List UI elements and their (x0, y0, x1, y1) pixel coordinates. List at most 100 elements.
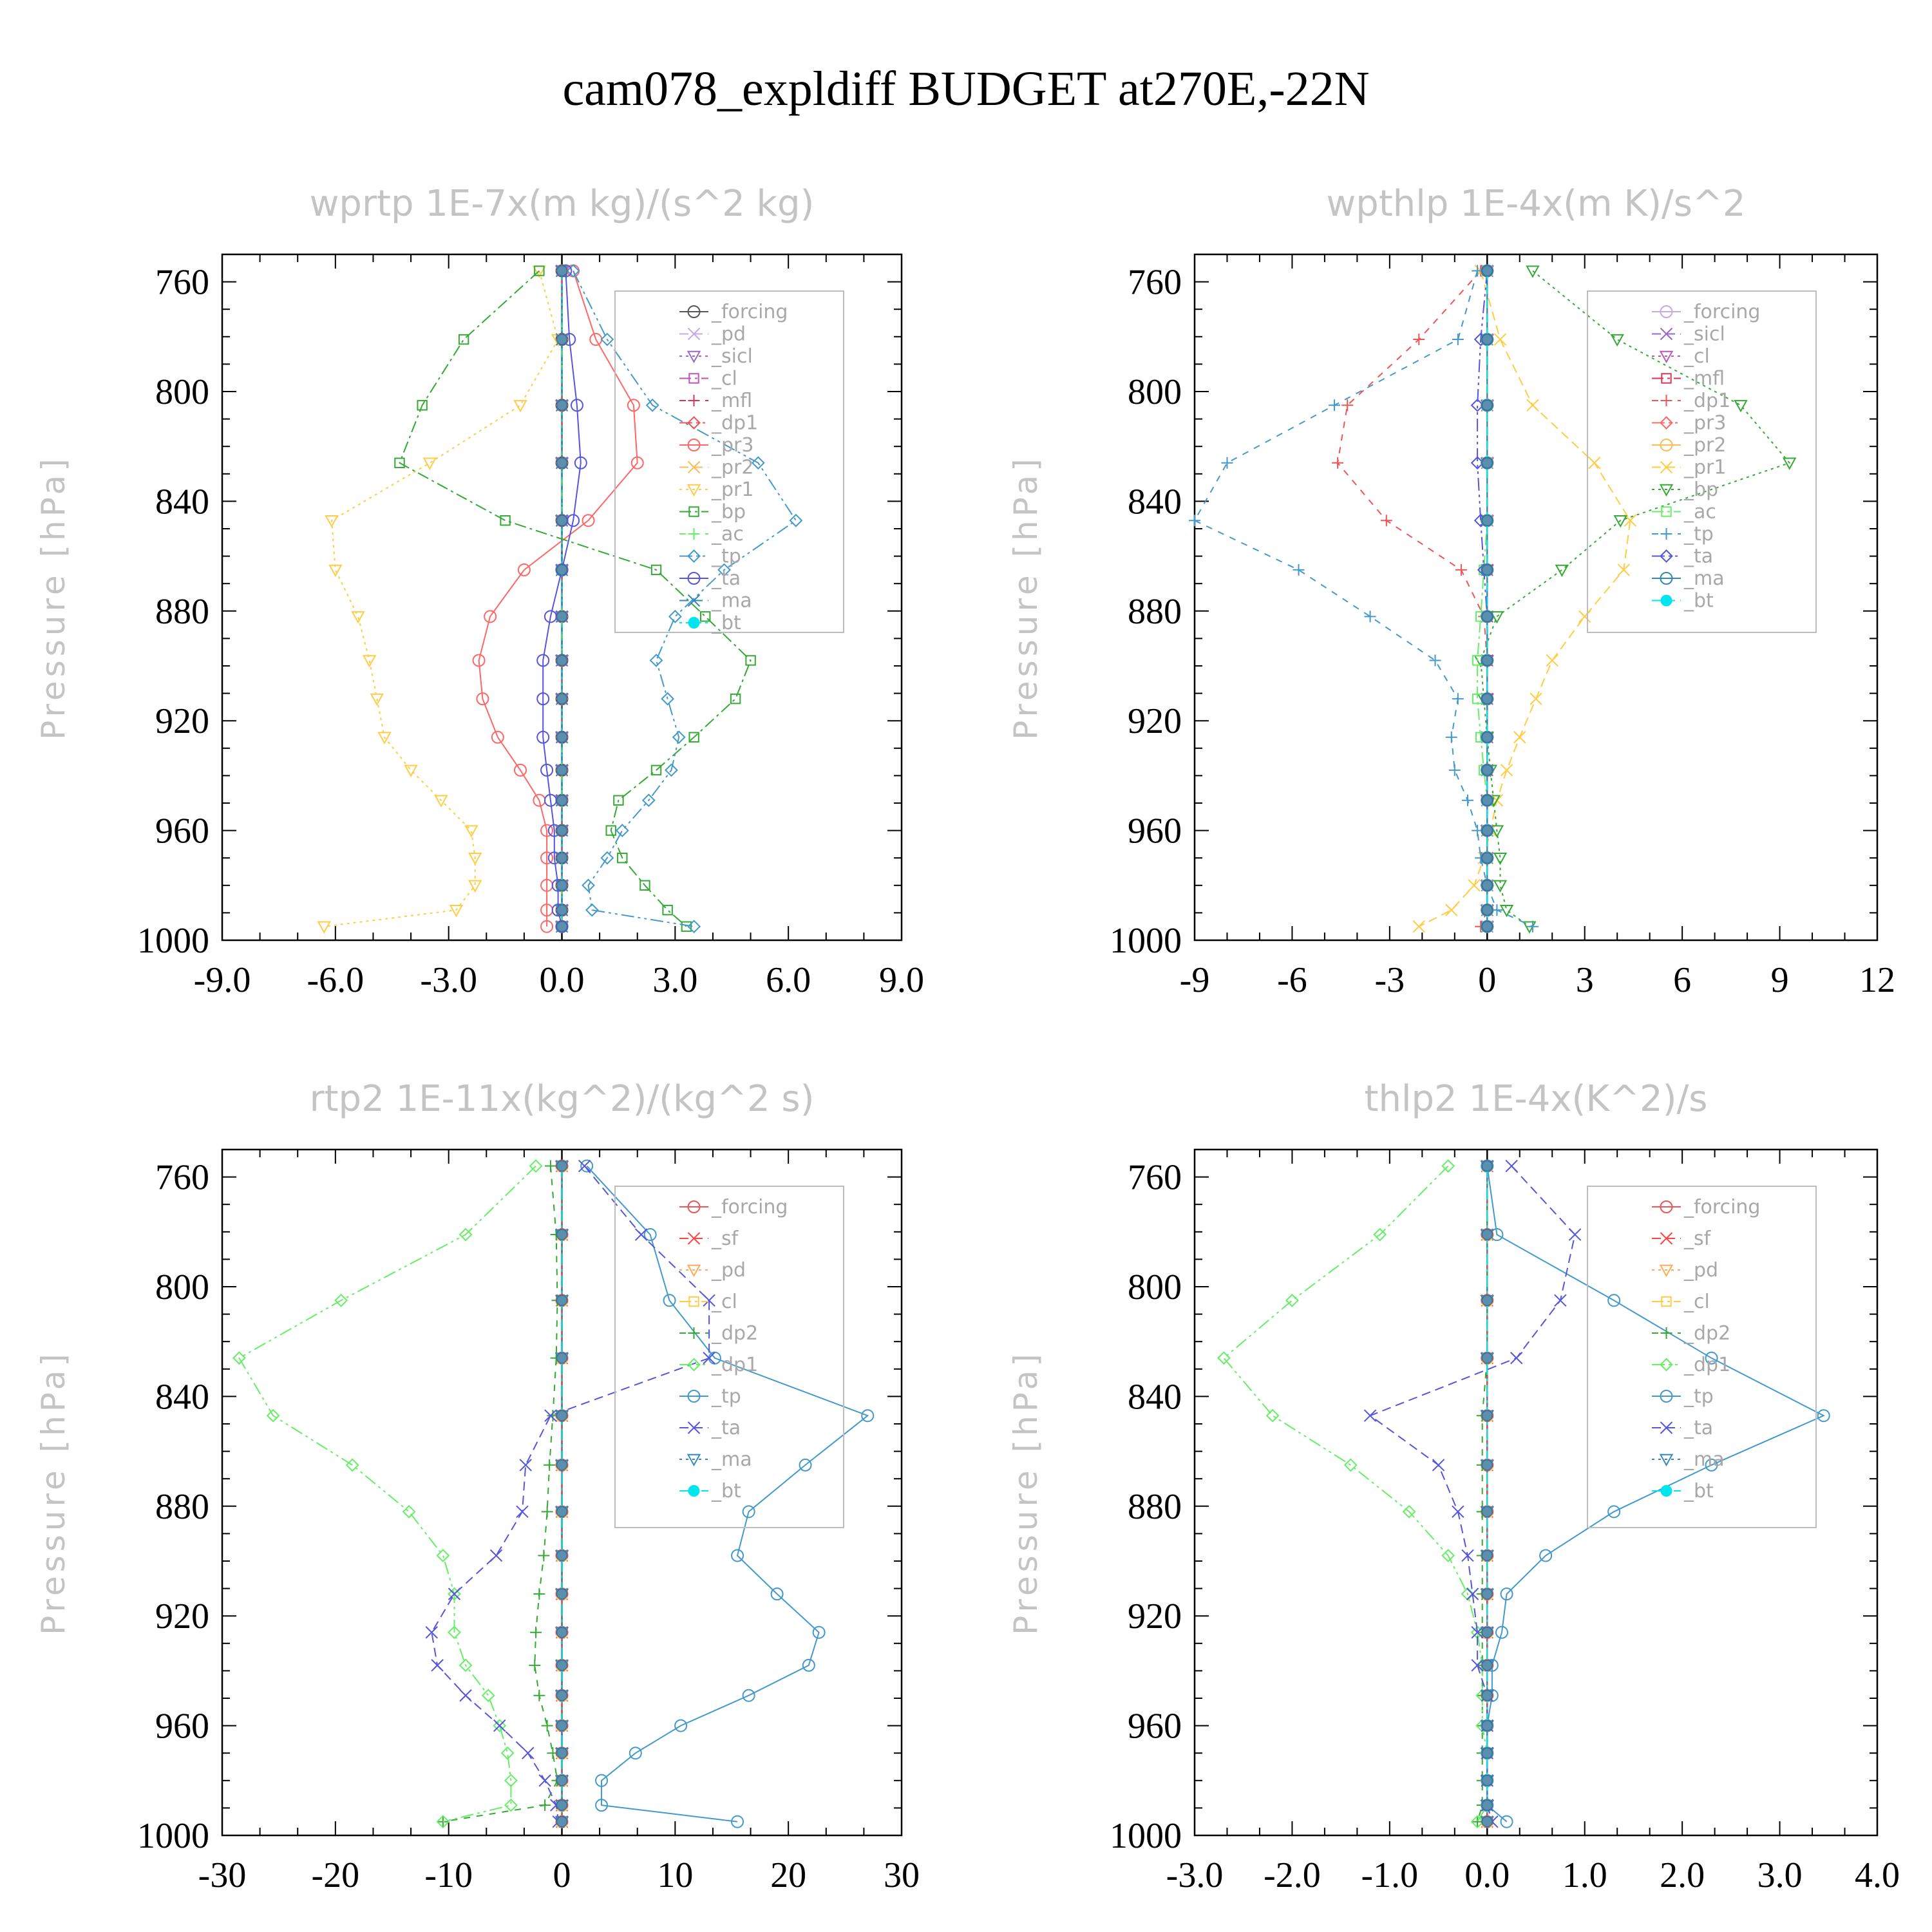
panel-title: thlp2 1E-4x(K^2)/s (1365, 1078, 1708, 1120)
legend-label: _pr2 (1683, 434, 1726, 457)
data-point (459, 1689, 472, 1702)
legend-box (1587, 290, 1817, 633)
data-point (556, 732, 568, 743)
data-point (1481, 1410, 1493, 1421)
x-tick-label: -3 (1375, 960, 1405, 1000)
data-point (1481, 1775, 1493, 1786)
data-point (491, 730, 504, 744)
legend-marker (688, 1327, 700, 1339)
data-point (425, 1626, 438, 1639)
data-point (1705, 1351, 1718, 1365)
data-point (540, 824, 554, 837)
data-point (556, 824, 568, 837)
data-point (1363, 1409, 1377, 1422)
legend-box (614, 1186, 844, 1528)
data-point (688, 732, 699, 743)
data-point (1481, 1459, 1493, 1471)
data-point (476, 692, 489, 706)
data-point (799, 1458, 812, 1472)
y-axis-label: Pressure [hPa] (35, 1350, 72, 1635)
y-tick-label: 1000 (137, 1816, 209, 1856)
data-point (1481, 1549, 1493, 1562)
series-line (573, 270, 797, 927)
data-point (802, 1658, 815, 1672)
data-point (585, 903, 599, 917)
series-line (542, 270, 582, 927)
panel-title: wpthlp 1E-4x(m K)/s^2 (1326, 183, 1745, 225)
data-point (1530, 692, 1542, 705)
data-point (1470, 1815, 1484, 1829)
legend-box (614, 290, 844, 633)
data-point (556, 654, 568, 667)
data-point (1481, 1719, 1493, 1732)
data-point (1481, 904, 1493, 916)
legend-marker (687, 1264, 701, 1278)
series-tp (566, 264, 803, 934)
data-point (1468, 879, 1481, 892)
legend-marker (1659, 350, 1674, 364)
y-tick-label: 800 (1128, 1267, 1182, 1307)
legend-marker (687, 1390, 701, 1403)
legend-marker (1660, 305, 1673, 318)
legend-marker (687, 572, 701, 585)
series-line (1486, 1166, 1826, 1823)
data-point (1505, 1159, 1518, 1173)
data-point (1510, 1352, 1523, 1365)
y-tick-label: 960 (1128, 1707, 1182, 1747)
y-axis-label: Pressure [hPa] (1007, 455, 1045, 740)
data-point (556, 794, 568, 806)
data-point (1448, 764, 1461, 776)
data-point (731, 1549, 744, 1562)
data-point (1495, 1625, 1508, 1639)
data-point (556, 1799, 568, 1811)
data-point (1189, 515, 1200, 527)
legend-marker (687, 1200, 701, 1213)
data-point (1526, 920, 1539, 933)
panel-2: wpthlp 1E-4x(m K)/s^2 Pressure [hPa] 760 80… (1007, 183, 1895, 1000)
data-point (556, 515, 568, 526)
data-point (1472, 1815, 1484, 1828)
y-tick-label: 760 (1128, 1158, 1182, 1198)
data-point (539, 1799, 551, 1812)
data-point (556, 1627, 568, 1638)
data-point (481, 1689, 495, 1703)
legend-label: _ta (711, 1417, 741, 1439)
data-point (1481, 399, 1493, 412)
series-pr1 (1412, 264, 1637, 933)
data-point (1461, 1587, 1475, 1601)
legend-marker (1659, 1454, 1674, 1467)
data-point (703, 1352, 715, 1365)
data-point (536, 730, 550, 744)
x-tick-label: -6 (1277, 960, 1307, 1000)
data-point (1481, 1799, 1493, 1811)
panel-title: rtp2 1E-11x(kg^2)/(kg^2 s) (310, 1078, 815, 1120)
series-dp1 (232, 1159, 543, 1829)
data-point (703, 1294, 715, 1307)
data-point (1413, 334, 1425, 346)
data-point (1402, 1504, 1416, 1519)
legend-label: _forcing (1683, 1196, 1760, 1218)
y-tick-label: 800 (1128, 372, 1182, 412)
y-tick-label: 760 (155, 263, 209, 303)
legend-marker (1661, 373, 1672, 384)
data-point (574, 456, 587, 469)
data-point (1481, 763, 1494, 777)
data-point (1455, 564, 1467, 576)
data-point (362, 655, 377, 668)
legend-label: _pd (711, 323, 746, 346)
data-point (615, 824, 629, 838)
data-point (468, 853, 482, 866)
data-point (493, 1719, 507, 1733)
legend-marker (688, 1485, 700, 1497)
data-point (1481, 515, 1493, 526)
data-point (448, 1625, 461, 1640)
data-point (351, 611, 365, 624)
legend-label: _bp (1683, 478, 1718, 501)
data-point (639, 880, 650, 891)
legend-marker (687, 549, 701, 563)
panel-title: wprtp 1E-7x(m kg)/(s^2 kg) (310, 183, 815, 225)
data-point (742, 1505, 755, 1519)
data-point (1481, 693, 1493, 705)
data-point (570, 399, 583, 412)
